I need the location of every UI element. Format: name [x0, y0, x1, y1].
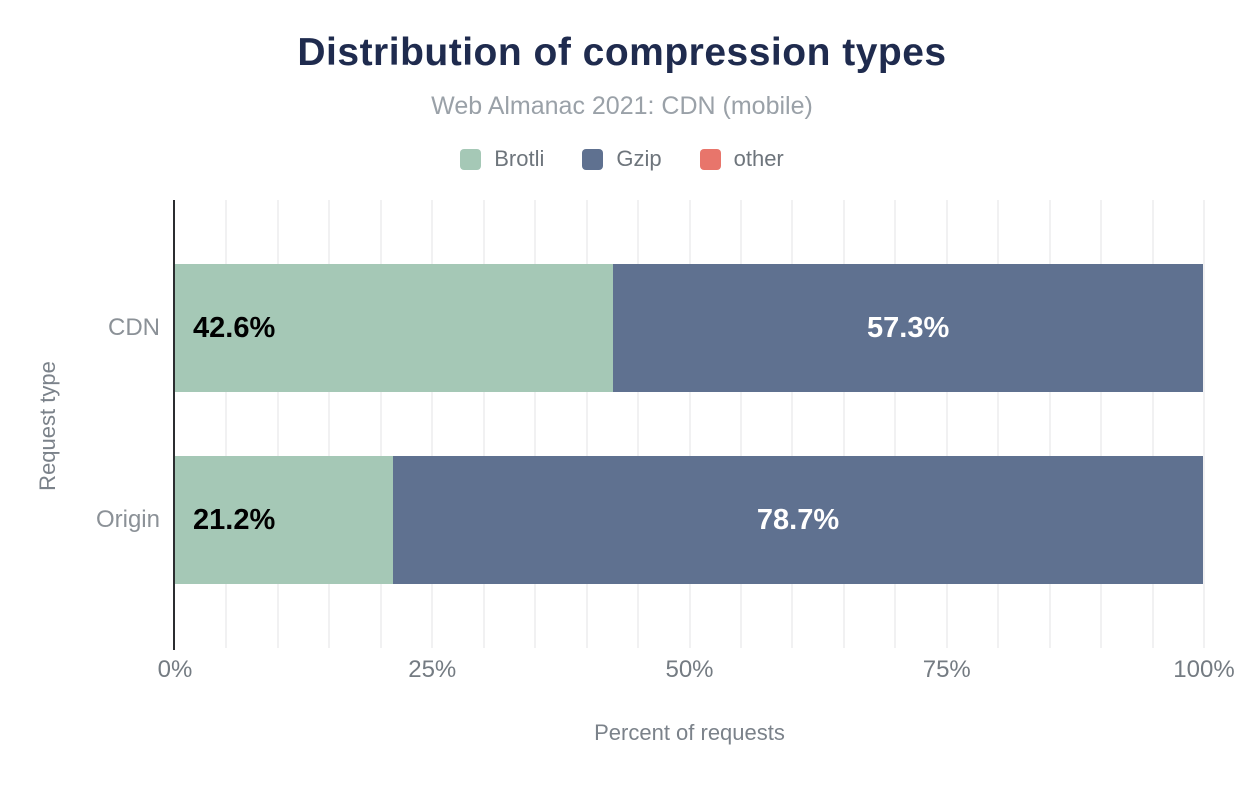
gridline	[1048, 200, 1051, 648]
gridline	[842, 200, 845, 648]
legend-label-other: other	[733, 146, 784, 171]
gridline	[1203, 200, 1205, 648]
gridline	[534, 200, 537, 648]
bar-value-label: 21.2%	[193, 503, 276, 536]
gridline	[328, 200, 331, 648]
y-tick-label-cdn: CDN	[108, 314, 160, 341]
legend: Brotli Gzip other	[0, 146, 1244, 172]
bar-segment-gzip-origin[interactable]: 78.7%	[393, 456, 1203, 584]
plot-area: 42.6% 57.3% 21.2% 78.7%	[173, 200, 1205, 650]
gridline	[482, 200, 485, 648]
bar-value-label: 78.7%	[756, 503, 840, 536]
gridline	[945, 200, 948, 648]
gridline	[894, 200, 897, 648]
legend-item-other[interactable]: other	[699, 146, 784, 172]
chart-subtitle: Web Almanac 2021: CDN (mobile)	[431, 92, 813, 120]
gridline	[1151, 200, 1154, 648]
legend-swatch-brotli	[460, 148, 482, 170]
gridline	[637, 200, 640, 648]
legend-label-gzip: Gzip	[616, 146, 662, 171]
gridline	[585, 200, 588, 648]
legend-label-brotli: Brotli	[494, 146, 545, 171]
gridline	[225, 200, 228, 648]
bar-value-label: 42.6%	[193, 311, 276, 344]
gridline	[379, 200, 382, 648]
gridline	[1100, 200, 1103, 648]
bar-value-label: 57.3%	[867, 311, 950, 344]
x-tick-label-0: 0%	[157, 656, 193, 683]
x-tick-label-75: 75%	[922, 656, 971, 683]
legend-swatch-other	[699, 148, 721, 170]
chart-title: Distribution of compression types	[297, 31, 947, 74]
bar-row-origin: 21.2% 78.7%	[175, 456, 1204, 584]
x-tick-label-25: 25%	[408, 656, 457, 683]
gridline	[276, 200, 279, 648]
bar-segment-brotli-cdn[interactable]: 42.6%	[175, 264, 614, 392]
bar-segment-gzip-cdn[interactable]: 57.3%	[613, 264, 1203, 392]
legend-item-gzip[interactable]: Gzip	[582, 146, 662, 172]
legend-item-brotli[interactable]: Brotli	[460, 146, 544, 172]
x-axis-title: Percent of requests	[594, 720, 785, 745]
gridline	[739, 200, 742, 648]
bar-segment-brotli-origin[interactable]: 21.2%	[175, 456, 394, 584]
gridline	[791, 200, 794, 648]
y-axis-line	[173, 200, 175, 650]
gridline	[431, 200, 434, 648]
bar-row-cdn: 42.6% 57.3%	[175, 264, 1204, 392]
legend-swatch-gzip	[582, 148, 604, 170]
gridline	[688, 200, 691, 648]
gridline	[997, 200, 1000, 648]
y-tick-label-origin: Origin	[95, 506, 160, 533]
x-tick-label-100: 100%	[1173, 656, 1235, 683]
y-axis-title: Request type	[35, 361, 60, 491]
x-tick-label-50: 50%	[665, 656, 714, 683]
